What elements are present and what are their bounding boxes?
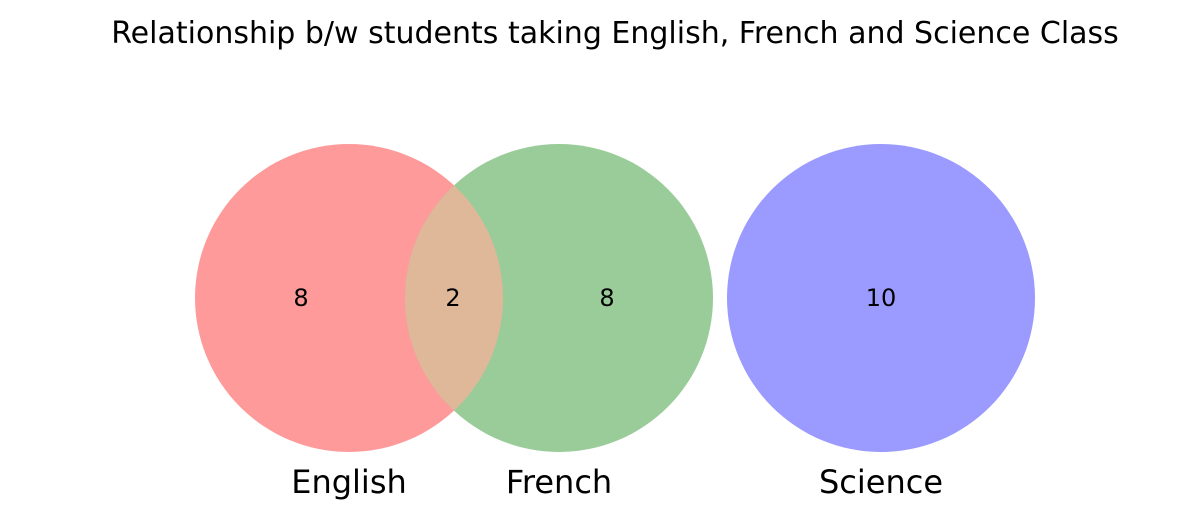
science-label: Science — [819, 463, 943, 501]
english-only-count: 8 — [293, 284, 308, 312]
french-only-count: 8 — [599, 284, 614, 312]
science-circle — [727, 144, 1035, 452]
french-label: French — [506, 463, 612, 501]
chart-title: Relationship b/w students taking English… — [111, 16, 1119, 51]
english-french-count: 2 — [445, 284, 460, 312]
science-only-count: 10 — [866, 284, 897, 312]
english-french-overlap — [405, 144, 503, 452]
english-label: English — [291, 463, 407, 501]
